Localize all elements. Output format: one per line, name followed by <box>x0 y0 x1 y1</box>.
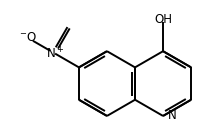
Text: N: N <box>168 109 176 122</box>
Text: $^{-}$O: $^{-}$O <box>19 31 37 44</box>
Text: N$^+$: N$^+$ <box>46 46 64 61</box>
Text: OH: OH <box>154 13 172 26</box>
